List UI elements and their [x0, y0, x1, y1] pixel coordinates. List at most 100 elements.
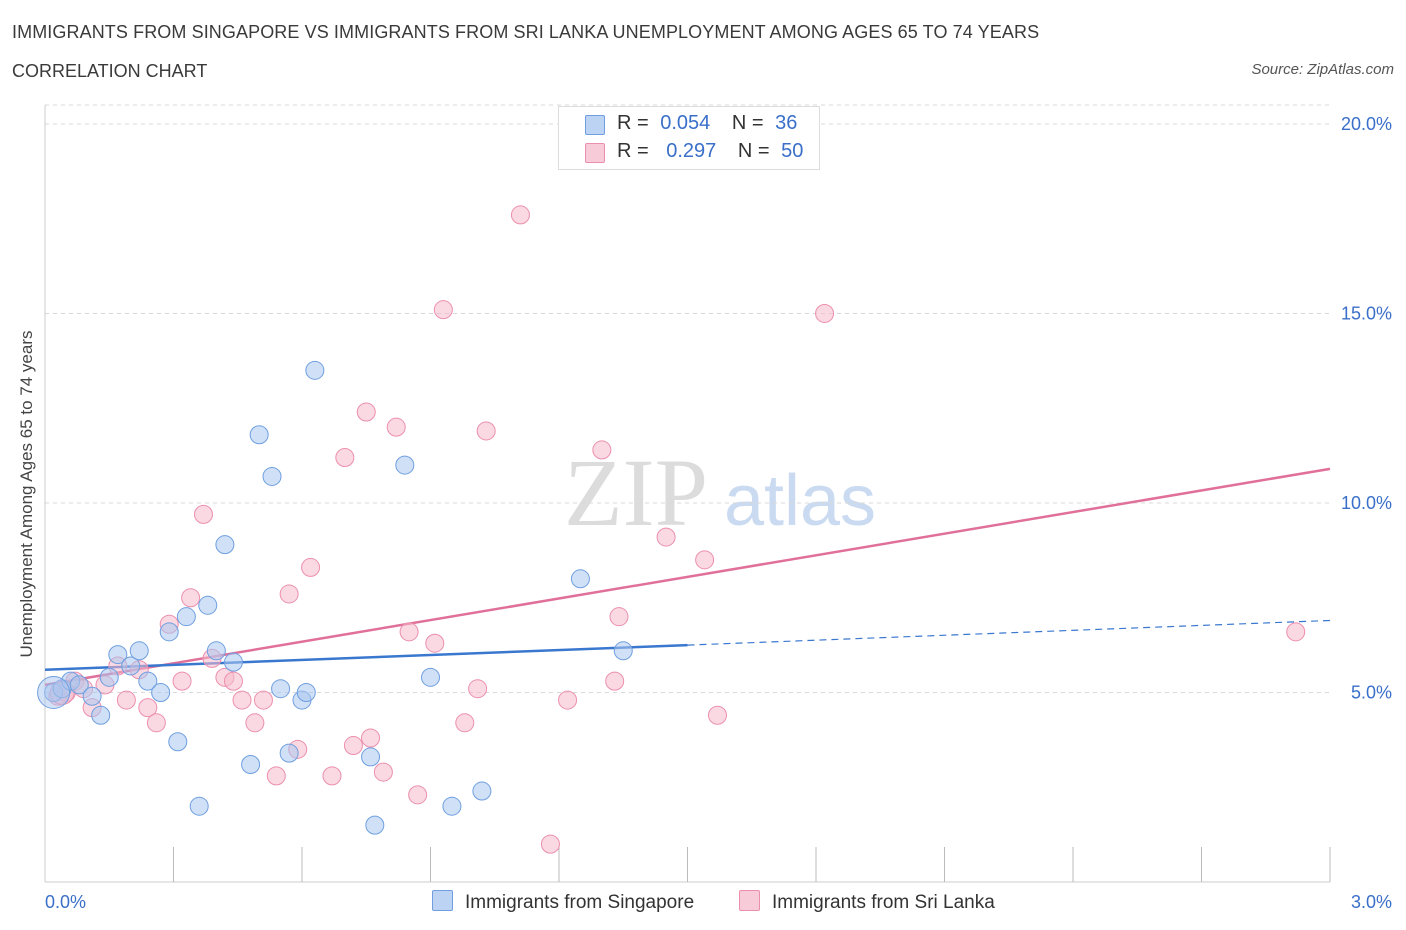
singapore-point [198, 595, 218, 615]
srilanka-point [361, 728, 381, 748]
singapore-point [121, 656, 141, 676]
source-credit: Source: ZipAtlas.com [1251, 61, 1394, 78]
singapore-point [296, 682, 316, 702]
singapore-swatch [585, 115, 605, 135]
legend-r-label: R = [617, 112, 649, 134]
srilanka-point [266, 766, 286, 786]
singapore-point [206, 641, 226, 661]
legend-r-label: R = [617, 140, 649, 162]
singapore-point [442, 796, 462, 816]
srilanka-point [592, 440, 612, 460]
srilanka-legend-swatch [739, 890, 760, 911]
srilanka-n-value: 50 [781, 140, 804, 162]
srilanka-point [1286, 622, 1306, 642]
srilanka-point [707, 705, 727, 725]
singapore-point [472, 781, 492, 801]
y-axis-label: Unemployment Among Ages 65 to 74 years [17, 331, 36, 658]
watermark-zip: ZIP [564, 439, 708, 546]
srilanka-point [172, 671, 192, 691]
y-tick-label: 15.0% [1341, 303, 1392, 323]
singapore-trend-extension [687, 619, 1331, 646]
srilanka-point [116, 690, 136, 710]
singapore-point [271, 679, 291, 699]
watermark: ZIP atlas [564, 439, 876, 546]
singapore-point [129, 641, 149, 661]
singapore-point [176, 607, 196, 627]
singapore-point [151, 682, 171, 702]
srilanka-point [386, 417, 406, 437]
singapore-point [395, 455, 415, 475]
srilanka-point [605, 671, 625, 691]
srilanka-point [476, 421, 496, 441]
srilanka-point [399, 622, 419, 642]
singapore-point [570, 569, 590, 589]
singapore-r-value: 0.054 [660, 112, 711, 134]
srilanka-point [455, 713, 475, 733]
watermark-atlas: atlas [724, 461, 876, 541]
gridlines [45, 104, 1330, 693]
singapore-point [69, 675, 89, 695]
srilanka-point [343, 736, 363, 756]
singapore-point [159, 622, 179, 642]
srilanka-point [609, 607, 629, 627]
legend-n-label: N = [737, 140, 770, 162]
singapore-point [613, 641, 633, 661]
singapore-legend-swatch [432, 890, 453, 911]
srilanka-point [356, 402, 376, 422]
srilanka-point [322, 766, 342, 786]
x-tick-label-max: 3.0% [1351, 892, 1392, 912]
singapore-n-value: 36 [775, 112, 798, 134]
singapore-trend-line [44, 643, 688, 671]
singapore-legend-label: Immigrants from Singapore [465, 892, 695, 913]
singapore-point [241, 755, 261, 775]
singapore-point [249, 425, 269, 445]
series-legend-singapore: Immigrants from Singapore [432, 890, 694, 914]
singapore-point [168, 732, 188, 752]
srilanka-point [656, 527, 676, 547]
srilanka-point [335, 447, 355, 467]
srilanka-point [558, 690, 578, 710]
chart-subtitle: CORRELATION CHART [12, 61, 208, 81]
srilanka-point [433, 300, 453, 320]
srilanka-point [232, 690, 252, 710]
legend-n-label: N = [731, 112, 764, 134]
singapore-points [37, 360, 633, 835]
singapore-point [279, 743, 299, 763]
srilanka-point [695, 550, 715, 570]
singapore-point [365, 815, 385, 835]
srilanka-point [373, 762, 393, 782]
srilanka-point [540, 834, 560, 854]
singapore-point [189, 796, 209, 816]
singapore-cluster-point [37, 675, 71, 709]
srilanka-r-value: 0.297 [666, 140, 717, 162]
singapore-point [421, 667, 440, 687]
series-legend-srilanka: Immigrants from Sri Lanka [739, 890, 995, 914]
x-ticks [173, 847, 1331, 882]
srilanka-point [146, 713, 166, 733]
singapore-point [91, 705, 111, 725]
y-tick-label: 5.0% [1351, 682, 1392, 702]
singapore-point [99, 667, 119, 687]
srilanka-point [279, 584, 299, 604]
chart-title: IMMIGRANTS FROM SINGAPORE VS IMMIGRANTS … [12, 22, 1040, 42]
singapore-point [138, 671, 158, 691]
srilanka-point [253, 690, 273, 710]
singapore-point [305, 360, 325, 380]
singapore-point [82, 686, 102, 706]
correlation-legend: R = 0.054 N = 36 R = 0.297 N = 50 [558, 106, 820, 170]
srilanka-point [408, 785, 428, 805]
singapore-point [223, 652, 243, 672]
singapore-point [262, 466, 282, 486]
srilanka-point [425, 633, 445, 653]
srilanka-point [301, 557, 321, 577]
srilanka-point [223, 671, 243, 691]
srilanka-point [510, 205, 530, 225]
srilanka-legend-label: Immigrants from Sri Lanka [772, 892, 995, 913]
trend-lines [44, 467, 1331, 687]
srilanka-point [138, 698, 158, 718]
srilanka-trend-line [44, 467, 1331, 687]
y-tick-label: 20.0% [1341, 114, 1392, 134]
singapore-point [108, 645, 128, 665]
srilanka-point [181, 588, 201, 608]
